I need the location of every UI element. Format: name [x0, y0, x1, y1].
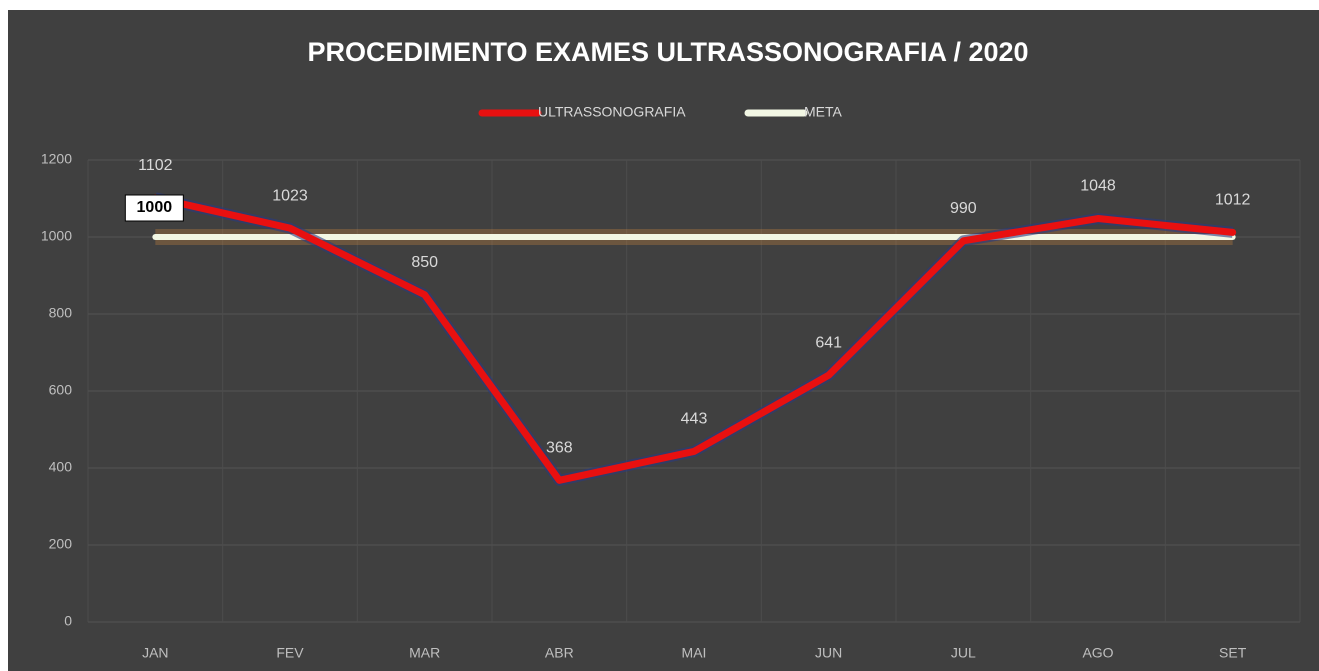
y-tick-label: 200	[49, 536, 73, 552]
data-label: 850	[411, 254, 438, 271]
data-label: 1102	[138, 157, 173, 174]
data-label-box	[124, 194, 184, 222]
x-tick-label: ABR	[545, 645, 574, 661]
data-label: 443	[681, 411, 708, 428]
y-tick-label: 1200	[41, 151, 72, 167]
chart-background	[8, 10, 1319, 671]
data-label: 1048	[1080, 178, 1116, 195]
data-label: 1012	[1215, 192, 1251, 209]
x-tick-label: MAR	[409, 645, 440, 661]
y-tick-label: 1000	[41, 228, 72, 244]
x-tick-label: AGO	[1082, 645, 1113, 661]
legend-label: META	[804, 104, 843, 120]
legend-label: ULTRASSONOGRAFIA	[538, 104, 686, 120]
data-label: 641	[815, 334, 842, 351]
y-tick-label: 400	[49, 459, 73, 475]
data-label: 368	[546, 440, 573, 457]
x-tick-label: JUN	[815, 645, 842, 661]
data-label: 1023	[272, 187, 308, 204]
chart-title: PROCEDIMENTO EXAMES ULTRASSONOGRAFIA / 2…	[307, 37, 1028, 67]
x-tick-label: SET	[1219, 645, 1247, 661]
x-tick-label: FEV	[276, 645, 304, 661]
data-label: 1000	[137, 199, 173, 216]
y-tick-label: 800	[49, 305, 73, 321]
data-label: 990	[950, 200, 977, 217]
x-tick-label: JAN	[142, 645, 168, 661]
y-tick-label: 0	[64, 613, 72, 629]
y-tick-label: 600	[49, 382, 73, 398]
series-line	[151, 194, 1237, 484]
x-tick-label: MAI	[682, 645, 707, 661]
x-tick-label: JUL	[951, 645, 976, 661]
